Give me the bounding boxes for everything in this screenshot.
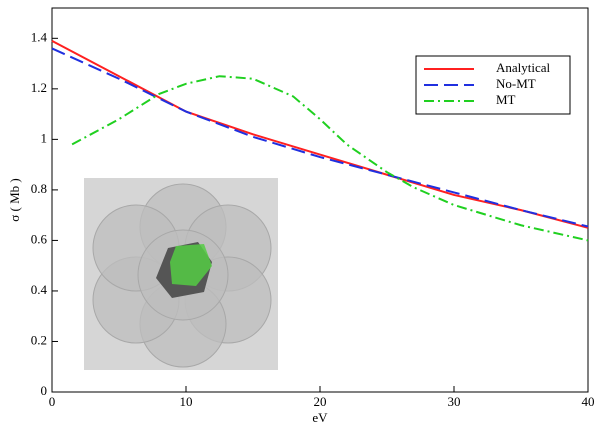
y-tick-label: 1.2 <box>31 80 47 95</box>
y-axis-label: σ ( Mb ) <box>7 178 22 221</box>
legend-label: No-MT <box>496 76 536 91</box>
x-tick-label: 40 <box>582 394 595 409</box>
x-axis-label: eV <box>312 410 328 425</box>
inset-image <box>84 178 278 370</box>
line-series <box>71 75 589 242</box>
legend-label: MT <box>496 92 516 107</box>
y-tick-label: 0.6 <box>31 231 48 246</box>
y-tick-label: 0.8 <box>31 181 47 196</box>
x-tick-label: 0 <box>49 394 56 409</box>
line-series <box>51 39 589 229</box>
legend-label: Analytical <box>496 60 551 75</box>
x-tick-label: 20 <box>314 394 327 409</box>
y-tick-label: 0.2 <box>31 332 47 347</box>
x-tick-label: 10 <box>180 394 193 409</box>
y-tick-label: 0 <box>41 383 48 398</box>
legend-box <box>415 55 571 115</box>
x-tick-label: 30 <box>448 394 461 409</box>
y-tick-label: 1.4 <box>31 29 48 44</box>
line-series <box>51 47 589 228</box>
y-tick-label: 1 <box>41 130 48 145</box>
y-tick-label: 0.4 <box>31 282 48 297</box>
